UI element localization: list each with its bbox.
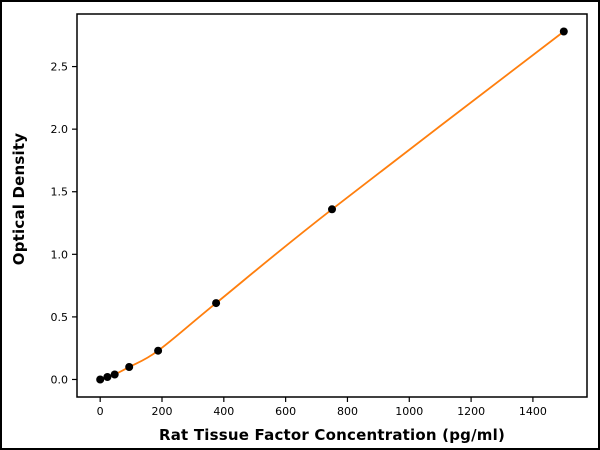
y-tick-label: 1.0 (51, 248, 69, 261)
x-tick-label: 1400 (519, 405, 547, 418)
x-tick-label: 1200 (457, 405, 485, 418)
y-tick-label: 2.5 (51, 61, 69, 74)
y-tick-label: 2.0 (51, 123, 69, 136)
x-axis-title: Rat Tissue Factor Concentration (pg/ml) (158, 426, 506, 444)
data-point (154, 346, 163, 355)
x-tick-label: 1000 (395, 405, 423, 418)
x-tick-label: 200 (152, 405, 173, 418)
x-tick-label: 400 (213, 405, 234, 418)
x-tick-label: 0 (97, 405, 104, 418)
x-tick-label: 600 (275, 405, 296, 418)
x-tick-label: 800 (337, 405, 358, 418)
y-tick-label: 0.5 (51, 311, 69, 324)
data-point (103, 373, 112, 381)
data-point (328, 205, 336, 214)
data-point (110, 370, 119, 379)
data-point (125, 363, 134, 371)
data-point (559, 27, 568, 36)
data-point (212, 299, 221, 308)
y-tick-label: 0.0 (51, 373, 69, 386)
y-tick-label: 1.5 (51, 186, 69, 199)
plot-border (76, 13, 588, 398)
y-axis-title: Optical Density (10, 132, 28, 266)
data-point (96, 375, 105, 384)
